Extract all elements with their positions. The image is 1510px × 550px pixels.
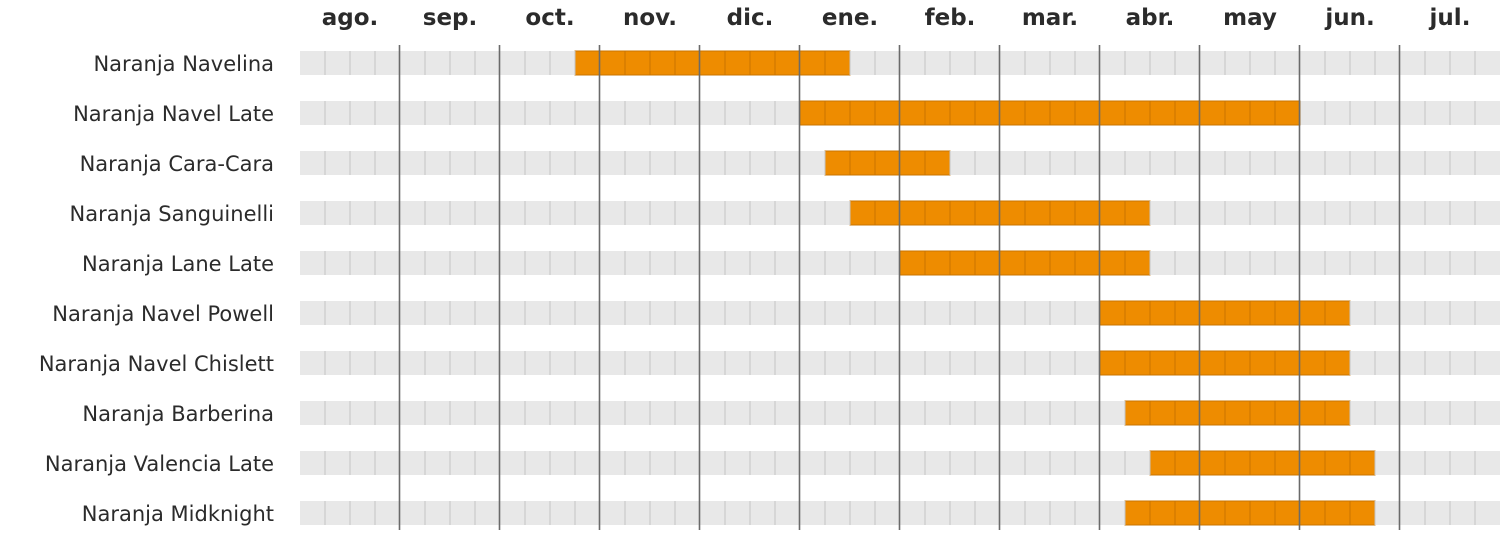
month-label: ene. — [822, 5, 878, 31]
month-label: mar. — [1022, 5, 1078, 31]
month-label: oct. — [525, 5, 574, 31]
season-bar — [1124, 400, 1351, 426]
season-bar — [1149, 450, 1376, 476]
month-label: ago. — [322, 5, 379, 31]
variety-label: Naranja Navelina — [93, 52, 274, 76]
month-label: jul. — [1429, 5, 1471, 31]
variety-labels: Naranja Navelina Naranja Navel Late Naranj… — [39, 52, 274, 526]
variety-label: Naranja Sanguinelli — [70, 202, 274, 226]
month-label: abr. — [1126, 5, 1175, 31]
variety-label: Naranja Barberina — [82, 402, 274, 426]
season-bar — [574, 50, 851, 76]
month-label: dic. — [727, 5, 774, 31]
variety-label: Naranja Cara-Cara — [80, 152, 274, 176]
variety-label: Naranja Navel Powell — [52, 302, 274, 326]
variety-label: Naranja Midknight — [82, 502, 274, 526]
variety-label: Naranja Navel Late — [73, 102, 274, 126]
season-bar — [824, 150, 951, 176]
month-label: jun. — [1324, 5, 1374, 31]
month-axis: ago. sep. oct. nov. dic. ene. feb. mar. abr. may j… — [322, 5, 1471, 31]
month-label: may — [1223, 5, 1277, 31]
minor-ticks — [324, 51, 1476, 525]
variety-label: Naranja Valencia Late — [45, 452, 274, 476]
month-label: feb. — [925, 5, 976, 31]
variety-label: Naranja Navel Chislett — [39, 352, 274, 376]
month-label: nov. — [623, 5, 677, 31]
variety-label: Naranja Lane Late — [82, 252, 274, 276]
month-gridlines — [398, 45, 1401, 530]
month-label: sep. — [423, 5, 478, 31]
